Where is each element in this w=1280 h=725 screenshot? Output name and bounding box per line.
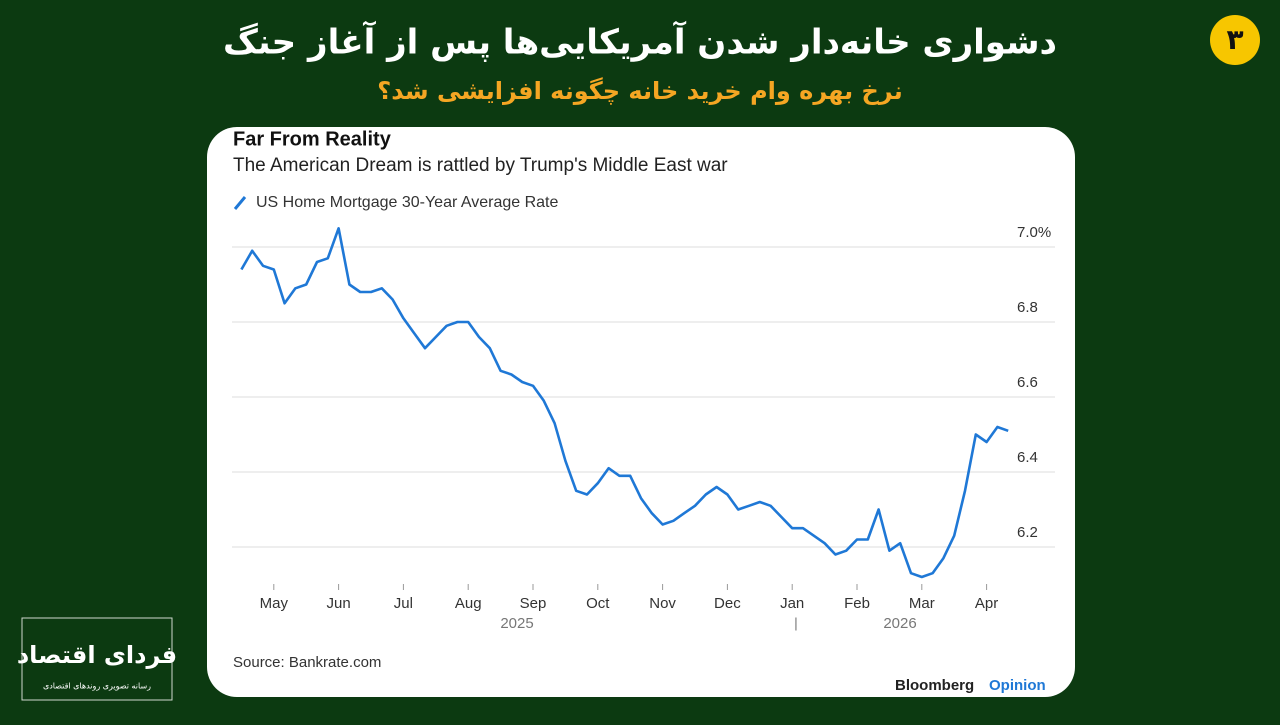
y-tick-label: 6.8 bbox=[1017, 299, 1038, 316]
year-label: 2025 bbox=[500, 615, 533, 632]
x-tick-label: Jun bbox=[327, 595, 351, 612]
y-tick-label: 7.0% bbox=[1017, 224, 1051, 241]
source: Source: Bankrate.com bbox=[233, 654, 381, 671]
x-tick-label: Dec bbox=[714, 595, 741, 612]
year-separator: | bbox=[794, 615, 798, 631]
legend-label: US Home Mortgage 30-Year Average Rate bbox=[256, 194, 559, 211]
x-tick-label: Nov bbox=[649, 595, 676, 612]
x-tick-label: Feb bbox=[844, 595, 870, 612]
y-tick-label: 6.6 bbox=[1017, 374, 1038, 391]
brand-suffix: Opinion bbox=[989, 677, 1046, 694]
data-line bbox=[240, 227, 1009, 579]
x-tick-label: Jul bbox=[394, 595, 413, 612]
x-tick-label: Apr bbox=[975, 595, 998, 612]
plot: 6.2 6.4 6.6 6.8 7.0% May Jun Jul Aug Sep Oct Nov Dec… bbox=[232, 224, 1055, 632]
x-tick-label: Oct bbox=[586, 595, 610, 612]
badge bbox=[1210, 15, 1260, 65]
logo-box bbox=[21, 617, 173, 701]
x-tick-label: Sep bbox=[520, 595, 547, 612]
page-title: دشواری خانه‌دار شدن آمریکایی‌ها پس از آغ… bbox=[223, 21, 1057, 63]
x-tick-label: Mar bbox=[909, 595, 935, 612]
y-tick-label: 6.2 bbox=[1017, 524, 1038, 541]
chart-title: Far From Reality bbox=[233, 128, 392, 150]
chart-card bbox=[207, 127, 1075, 697]
brand: Bloomberg bbox=[895, 677, 974, 694]
y-tick-label: 6.4 bbox=[1017, 449, 1038, 466]
logo-name: فردای اقتصاد bbox=[17, 641, 177, 669]
logo-tagline: رسانه تصویری روندهای اقتصادی bbox=[43, 682, 151, 691]
x-tick-label: Jan bbox=[780, 595, 804, 612]
x-tick-label: Aug bbox=[455, 595, 482, 612]
legend-swatch bbox=[233, 196, 247, 210]
page-subtitle: نرخ بهره وام خرید خانه چگونه افزایشی شد؟ bbox=[377, 77, 902, 105]
x-tick-label: May bbox=[260, 595, 289, 612]
chart-subtitle: The American Dream is rattled by Trump's… bbox=[233, 155, 728, 176]
year-label: 2026 bbox=[883, 615, 916, 632]
badge-number: ۳ bbox=[1226, 23, 1243, 56]
